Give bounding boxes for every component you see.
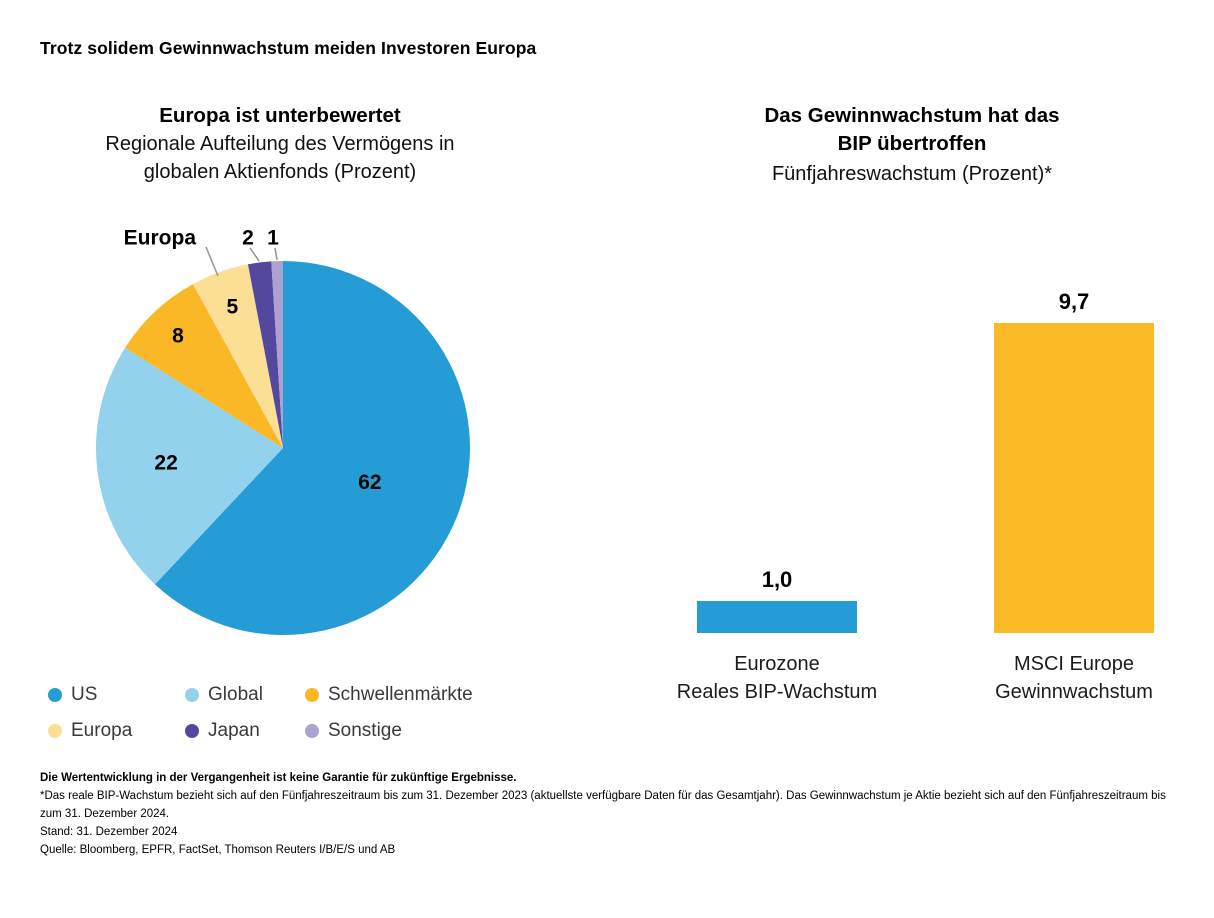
pie-chart: 62 22 8 5 2 1 Europa	[95, 227, 470, 635]
bar-chart: 1,0 Eurozone Reales BIP-Wachstum 9,7 MSCI E…	[650, 280, 1214, 720]
as-of-date: Stand: 31. Dezember 2024	[40, 825, 178, 838]
pie-legend: US Global Schwellenmärkte Europa Japan Sonsti…	[48, 684, 535, 742]
legend-dot	[48, 724, 62, 738]
asterisk-footnote: *Das reale BIP-Wachstum bezieht sich auf…	[40, 789, 1166, 820]
legend-dot	[185, 724, 199, 738]
leader-line	[274, 247, 278, 261]
figure-title: Trotz solidem Gewinnwachstum meiden Inve…	[40, 38, 537, 58]
leader-line	[249, 247, 260, 262]
legend-item-5: Sonstige	[305, 720, 535, 742]
source-line: Quelle: Bloomberg, EPFR, FactSet, Thomso…	[40, 843, 396, 856]
pie-slice-5	[271, 261, 283, 448]
bar-value-label-0: 1,0	[761, 567, 793, 592]
pie-slice-0	[154, 261, 470, 635]
pie-slice-4	[247, 261, 283, 448]
legend-item-3: Europa	[48, 720, 185, 742]
legend-dot	[48, 688, 62, 702]
pie-value-label-2: 8	[172, 325, 184, 348]
bar-chart-subtitle: Fünfjahreswachstum (Prozent)*	[771, 163, 1053, 185]
legend-label: US	[71, 684, 98, 705]
legend-item-4: Japan	[185, 720, 305, 742]
legend-label: Europa	[71, 720, 133, 741]
bar-chart-title: Das Gewinnwachstum hat das BIP übertroff…	[764, 104, 1060, 155]
legend-label: Sonstige	[328, 720, 402, 741]
legend-label: Japan	[208, 720, 260, 741]
europa-callout-line	[205, 246, 219, 277]
pie-value-label-1: 22	[154, 451, 177, 474]
legend-label: Global	[208, 684, 263, 705]
legend-dot	[305, 688, 319, 702]
europa-callout-label: Europa	[124, 227, 197, 250]
performance-disclaimer: Die Wertentwicklung in der Vergangenheit…	[40, 772, 517, 784]
pie-value-label-3: 5	[226, 296, 238, 319]
pie-value-label-4: 2	[242, 227, 254, 250]
legend-dot	[305, 724, 319, 738]
bar-category-label-1: MSCI Europe Gewinnwachstum	[995, 653, 1153, 703]
bar-0	[697, 601, 857, 633]
pie-slice-3	[192, 264, 283, 448]
pie-chart-title: Europa ist unterbewertet	[159, 104, 401, 127]
legend-item-2: Schwellenmärkte	[305, 684, 535, 706]
legend-dot	[185, 688, 199, 702]
bar-category-label-0: Eurozone Reales BIP-Wachstum	[676, 653, 878, 703]
pie-slice-1	[95, 347, 283, 585]
footnotes: Die Wertentwicklung in der Vergangenheit…	[40, 770, 1176, 860]
pie-slice-2	[125, 284, 283, 448]
legend-item-1: Global	[185, 684, 305, 706]
pie-chart-subtitle: Regionale Aufteilung des Vermögens in gl…	[105, 133, 455, 183]
bar-value-label-1: 9,7	[1058, 289, 1090, 314]
pie-value-label-5: 1	[267, 227, 279, 250]
pie-value-label-0: 62	[358, 471, 381, 494]
bar-1	[994, 323, 1154, 633]
legend-label: Schwellenmärkte	[328, 684, 473, 705]
legend-item-0: US	[48, 684, 185, 706]
